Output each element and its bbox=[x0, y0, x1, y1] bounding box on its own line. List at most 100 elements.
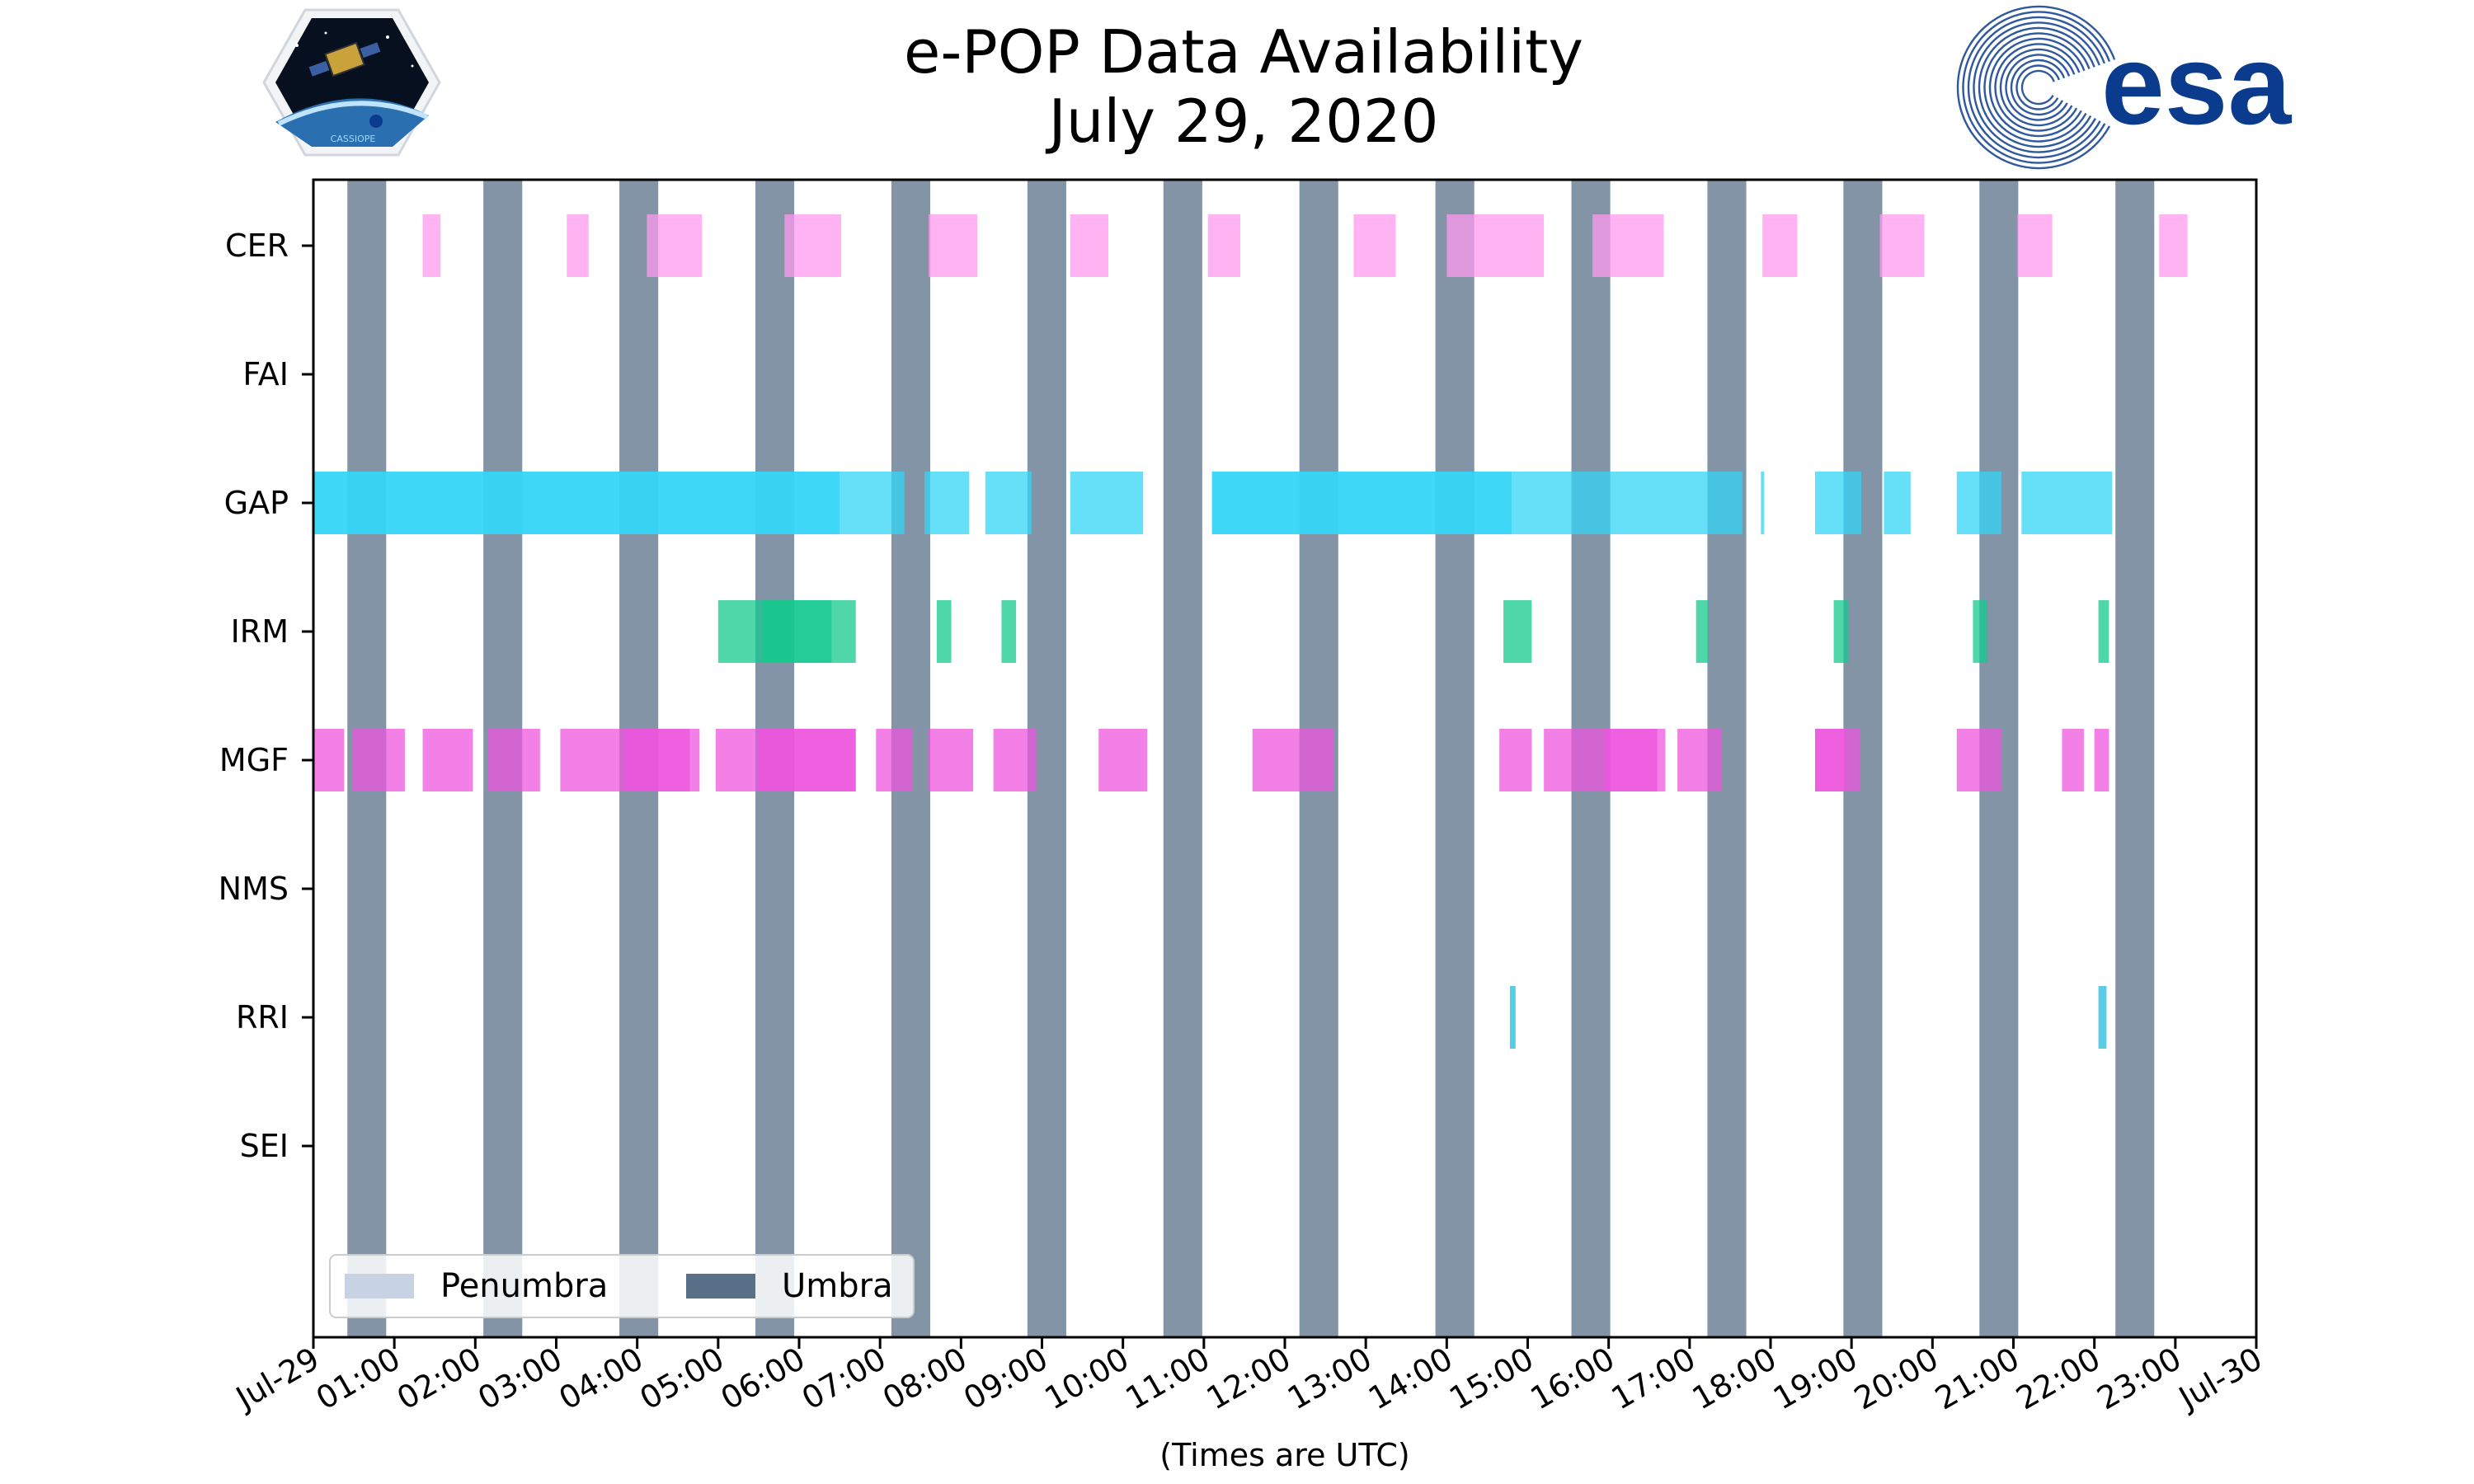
bar-irm bbox=[1696, 600, 1709, 663]
bar-rri bbox=[2098, 986, 2107, 1049]
esa-swirl-arc bbox=[1994, 43, 2081, 132]
esa-swirl-arc bbox=[1999, 48, 2076, 127]
bar-irm bbox=[1973, 600, 1988, 663]
esa-swirl-arc bbox=[1988, 37, 2086, 138]
legend-label-penumbra: Penumbra bbox=[440, 1267, 608, 1305]
bar-mgf bbox=[2094, 729, 2109, 791]
esa-swirl-arc bbox=[1978, 26, 2095, 148]
bar-cer bbox=[422, 214, 441, 277]
x-tick-label: 06:00 bbox=[715, 1341, 811, 1417]
bar-mgf bbox=[1814, 729, 1846, 791]
bar-cer bbox=[784, 214, 842, 277]
x-tick-label: 05:00 bbox=[633, 1341, 730, 1417]
x-tick-label: Jul-29 bbox=[228, 1341, 325, 1417]
esa-swirl-arc bbox=[2020, 69, 2055, 106]
bar-cer bbox=[929, 214, 977, 277]
bar-mgf bbox=[2062, 729, 2084, 791]
bar-cer bbox=[1762, 214, 1798, 277]
bar-irm bbox=[2098, 600, 2109, 663]
legend-label-umbra: Umbra bbox=[782, 1267, 893, 1305]
y-tick-label: SEI bbox=[240, 1128, 289, 1164]
x-tick-label: 13:00 bbox=[1282, 1341, 1378, 1417]
x-axis-label: (Times are UTC) bbox=[1159, 1437, 1409, 1473]
x-tick-label: 16:00 bbox=[1524, 1341, 1620, 1417]
y-tick-label: NMS bbox=[219, 871, 289, 907]
bar-gap bbox=[924, 472, 970, 534]
esa-swirl-arc bbox=[1956, 5, 2116, 170]
x-tick-label: 22:00 bbox=[2010, 1341, 2106, 1417]
umbra-band bbox=[1435, 180, 1475, 1337]
legend-box bbox=[329, 1254, 915, 1318]
bar-cer bbox=[1353, 214, 1396, 277]
y-tick-label: CER bbox=[225, 228, 289, 264]
bar-gap bbox=[1211, 472, 1743, 534]
bar-gap bbox=[1761, 472, 1765, 534]
bar-cer bbox=[1446, 214, 1545, 277]
legend-swatch-umbra bbox=[686, 1274, 755, 1298]
bar-cer bbox=[2159, 214, 2188, 277]
bar-mgf bbox=[1677, 729, 1723, 791]
y-tick-label: MGF bbox=[219, 742, 289, 778]
bar-irm bbox=[1503, 600, 1532, 663]
bar-cer bbox=[647, 214, 703, 277]
bar-irm bbox=[762, 600, 832, 663]
x-tick-label: 20:00 bbox=[1848, 1341, 1945, 1417]
x-tick-label: 03:00 bbox=[472, 1341, 568, 1417]
bar-mgf bbox=[1604, 729, 1658, 791]
x-tick-label: 09:00 bbox=[957, 1341, 1054, 1417]
umbra-band bbox=[1163, 180, 1202, 1337]
bar-mgf bbox=[1499, 729, 1532, 791]
bar-gap bbox=[1070, 472, 1144, 534]
x-tick-label: 23:00 bbox=[2091, 1341, 2187, 1417]
bar-cer bbox=[1879, 214, 1925, 277]
esa-swirl-arc bbox=[1983, 32, 2091, 143]
x-tick-label: 19:00 bbox=[1767, 1341, 1864, 1417]
bar-mgf bbox=[422, 729, 473, 791]
bar-mgf bbox=[487, 729, 540, 791]
esa-swirl-arc bbox=[1973, 21, 2100, 153]
bar-gap bbox=[985, 472, 1032, 534]
x-tick-label: 10:00 bbox=[1038, 1341, 1135, 1417]
chart-title-line1: e-POP Data Availability bbox=[904, 17, 1583, 87]
bar-cer bbox=[2017, 214, 2053, 277]
bar-cer bbox=[1592, 214, 1664, 277]
x-tick-label: 21:00 bbox=[1929, 1341, 2025, 1417]
bar-mgf bbox=[876, 729, 913, 791]
x-tick-label: 14:00 bbox=[1362, 1341, 1459, 1417]
bar-mgf bbox=[1956, 729, 2001, 791]
cassiope-logo: CASSIOPE bbox=[262, 8, 441, 157]
bar-cer bbox=[567, 214, 589, 277]
legend-swatch-penumbra bbox=[345, 1274, 414, 1298]
y-tick-label: RRI bbox=[236, 999, 289, 1036]
y-tick-label: FAI bbox=[242, 356, 289, 392]
bar-mgf bbox=[758, 729, 856, 791]
x-tick-label: 15:00 bbox=[1443, 1341, 1540, 1417]
bar-gap bbox=[313, 472, 905, 534]
chart-title-line2: July 29, 2020 bbox=[1046, 87, 1439, 156]
x-tick-label: 08:00 bbox=[877, 1341, 973, 1417]
esa-swirl-arc bbox=[1967, 16, 2105, 159]
bar-gap bbox=[2021, 472, 2113, 534]
bar-cer bbox=[1207, 214, 1241, 277]
x-tick-label: 17:00 bbox=[1605, 1341, 1701, 1417]
x-tick-label: 04:00 bbox=[553, 1341, 649, 1417]
x-tick-label: 12:00 bbox=[1201, 1341, 1297, 1417]
bar-irm bbox=[1833, 600, 1849, 663]
x-tick-label: 02:00 bbox=[391, 1341, 487, 1417]
y-tick-label: IRM bbox=[231, 613, 289, 650]
y-tick-label: GAP bbox=[224, 485, 289, 521]
bar-mgf bbox=[313, 729, 345, 791]
esa-logo-label: esa bbox=[2101, 21, 2292, 148]
bar-mgf bbox=[993, 729, 1037, 791]
bar-cer bbox=[1070, 214, 1108, 277]
esa-swirl-arc bbox=[2005, 54, 2071, 121]
bar-mgf bbox=[352, 729, 405, 791]
bar-mgf bbox=[624, 729, 690, 791]
x-tick-label: 18:00 bbox=[1686, 1341, 1783, 1417]
bar-gap bbox=[1956, 472, 2001, 534]
esa-swirl-arc bbox=[2015, 64, 2061, 110]
bar-rri bbox=[1509, 986, 1516, 1049]
bar-gap bbox=[1814, 472, 1861, 534]
bar-mgf bbox=[929, 729, 974, 791]
